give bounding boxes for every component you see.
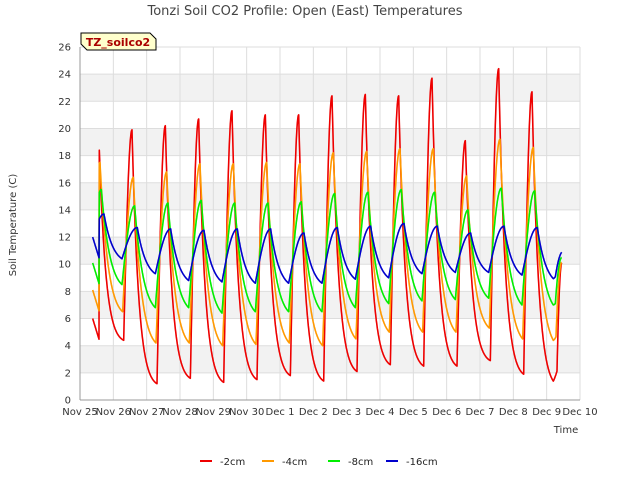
x-tick-label: Dec 3 xyxy=(332,407,361,418)
y-tick-label: 26 xyxy=(58,43,71,54)
x-tick-label: Dec 1 xyxy=(266,407,295,418)
axes xyxy=(79,47,580,401)
station-badge-label: TZ_soilco2 xyxy=(86,36,150,49)
legend-item: -16cm xyxy=(386,457,438,468)
x-tick-label: Dec 7 xyxy=(466,407,495,418)
x-tick-label: Dec 5 xyxy=(399,407,428,418)
legend-label: -4cm xyxy=(282,457,307,468)
plot-band xyxy=(80,291,580,319)
y-tick-label: 20 xyxy=(58,124,71,135)
chart-title: Tonzi Soil CO2 Profile: Open (East) Temp… xyxy=(146,4,462,19)
x-tick-label: Dec 4 xyxy=(366,407,395,418)
plot-band xyxy=(80,74,580,102)
x-tick-label: Nov 25 xyxy=(62,407,97,418)
x-tick-label: Dec 8 xyxy=(499,407,528,418)
series-line-neg2cm xyxy=(91,67,563,385)
y-tick-label: 18 xyxy=(58,151,71,162)
x-tick-label: Dec 9 xyxy=(532,407,561,418)
x-tick-label: Nov 26 xyxy=(96,407,131,418)
station-badge-box xyxy=(80,32,157,51)
y-tick-label: 2 xyxy=(65,368,71,379)
x-tick-label: Nov 30 xyxy=(229,407,264,418)
y-tick-label: 4 xyxy=(65,341,71,352)
x-tick-label: Nov 29 xyxy=(196,407,231,418)
plot-band xyxy=(80,345,580,373)
x-tick-label: Dec 10 xyxy=(562,407,597,418)
x-tick-label: Dec 6 xyxy=(432,407,461,418)
x-axis-title: Time xyxy=(553,425,578,436)
y-tick-label: 8 xyxy=(65,287,71,298)
y-tick-label: 6 xyxy=(65,314,71,325)
y-tick-label: 12 xyxy=(58,233,71,244)
series-line-neg4cm xyxy=(91,138,563,347)
x-tick-label: Nov 28 xyxy=(162,407,197,418)
x-tick-label: Dec 2 xyxy=(299,407,328,418)
y-tick-label: 10 xyxy=(58,260,71,271)
y-tick-label: 22 xyxy=(58,97,71,108)
legend: -2cm -4cm -8cm -16cm xyxy=(200,457,438,468)
legend-label: -16cm xyxy=(406,457,438,468)
series-layer xyxy=(91,67,563,385)
y-tick-label: 0 xyxy=(65,396,71,407)
legend-label: -8cm xyxy=(348,457,373,468)
legend-item: -8cm xyxy=(328,457,373,468)
x-tick-label: Nov 27 xyxy=(129,407,164,418)
legend-item: -4cm xyxy=(262,457,307,468)
plot-background xyxy=(80,47,580,400)
legend-item: -2cm xyxy=(200,457,245,468)
y-tick-label: 16 xyxy=(58,178,71,189)
legend-label: -2cm xyxy=(220,457,245,468)
y-tick-label: 14 xyxy=(58,205,71,216)
series-line-neg16cm xyxy=(91,213,563,284)
series-line-neg8cm xyxy=(91,187,563,314)
y-axis-title: Soil Temperature (C) xyxy=(8,174,19,277)
station-badge: TZ_soilco2 xyxy=(80,32,157,51)
y-tick-label: 24 xyxy=(58,70,71,81)
